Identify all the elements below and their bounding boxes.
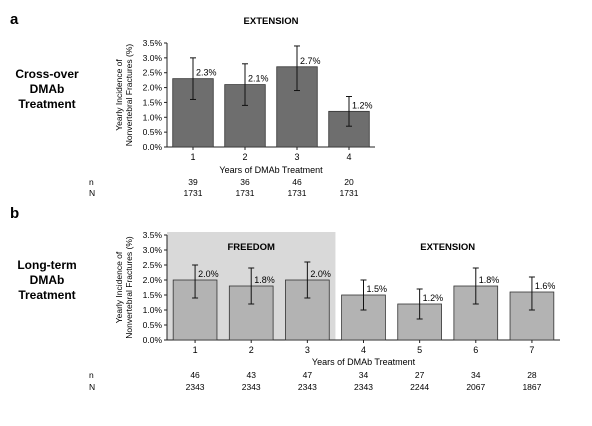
y-tick-label: 3.0%: [143, 245, 163, 255]
x-tick-label: 2: [242, 152, 247, 162]
row-label-line: Cross-over: [15, 67, 79, 81]
N-value: 1731: [236, 188, 255, 198]
N-row-label: N: [89, 382, 95, 392]
x-tick-label: 3: [305, 345, 310, 355]
n-value: 34: [359, 370, 369, 380]
y-tick-label: 3.5%: [143, 230, 163, 240]
row-label-line: Treatment: [18, 288, 75, 302]
value-label: 1.2%: [423, 293, 444, 303]
x-tick-label: 4: [361, 345, 366, 355]
panel-letter: a: [10, 11, 19, 28]
n-value: 20: [344, 177, 354, 187]
value-label: 1.5%: [367, 284, 388, 294]
x-axis-title: Years of DMAb Treatment: [312, 357, 416, 367]
n-value: 27: [415, 370, 425, 380]
n-value: 39: [188, 177, 198, 187]
n-value: 46: [292, 177, 302, 187]
n-value: 47: [303, 370, 313, 380]
N-value: 1731: [184, 188, 203, 198]
y-tick-label: 0.0%: [143, 142, 163, 152]
N-value: 2343: [354, 382, 373, 392]
x-tick-label: 3: [294, 152, 299, 162]
y-tick-label: 2.0%: [143, 275, 163, 285]
x-tick-label: 5: [417, 345, 422, 355]
x-axis-title: Years of DMAb Treatment: [219, 165, 323, 175]
phase-label-extension: EXTENSION: [420, 242, 475, 253]
x-tick-label: 4: [346, 152, 351, 162]
N-row-label: N: [89, 188, 95, 198]
y-tick-label: 0.5%: [143, 127, 163, 137]
x-tick-label: 2: [249, 345, 254, 355]
N-value: 2343: [186, 382, 205, 392]
n-value: 36: [240, 177, 250, 187]
y-tick-label: 2.5%: [143, 260, 163, 270]
value-label: 1.6%: [535, 281, 556, 291]
x-tick-label: 1: [193, 345, 198, 355]
phase-label-extension: EXTENSION: [244, 16, 299, 27]
N-value: 2244: [410, 382, 429, 392]
panel-letter: b: [10, 205, 19, 222]
y-tick-label: 2.0%: [143, 83, 163, 93]
value-label: 2.0%: [198, 269, 219, 279]
n-value: 34: [471, 370, 481, 380]
N-value: 2067: [466, 382, 485, 392]
x-tick-label: 7: [529, 345, 534, 355]
row-label-line: Long-term: [17, 258, 76, 272]
y-tick-label: 1.0%: [143, 112, 163, 122]
N-value: 1867: [522, 382, 541, 392]
value-label: 2.1%: [248, 74, 269, 84]
y-axis-title-line: Yearly Incidence of: [114, 251, 124, 323]
n-value: 28: [527, 370, 537, 380]
N-value: 2343: [298, 382, 317, 392]
y-axis-title-line: Nonvertebral Fractures (%): [124, 236, 134, 339]
x-tick-label: 1: [190, 152, 195, 162]
N-value: 1731: [340, 188, 359, 198]
n-value: 43: [246, 370, 256, 380]
x-tick-label: 6: [473, 345, 478, 355]
value-label: 2.7%: [300, 56, 321, 66]
y-tick-label: 3.5%: [143, 38, 163, 48]
n-value: 46: [190, 370, 200, 380]
value-label: 1.2%: [352, 100, 373, 110]
y-tick-label: 0.5%: [143, 320, 163, 330]
y-tick-label: 1.5%: [143, 97, 163, 107]
y-tick-label: 0.0%: [143, 335, 163, 345]
y-tick-label: 3.0%: [143, 53, 163, 63]
phase-label-freedom: FREEDOM: [227, 242, 275, 253]
value-label: 2.0%: [310, 269, 331, 279]
y-tick-label: 1.5%: [143, 290, 163, 300]
row-label-line: DMAb: [30, 273, 65, 287]
y-axis-title-line: Nonvertebral Fractures (%): [124, 44, 134, 147]
y-axis-title-line: Yearly Incidence of: [114, 59, 124, 131]
row-label-line: Treatment: [18, 97, 75, 111]
n-row-label: n: [89, 370, 94, 380]
row-label-line: DMAb: [30, 82, 65, 96]
value-label: 2.3%: [196, 68, 217, 78]
N-value: 2343: [242, 382, 261, 392]
N-value: 1731: [288, 188, 307, 198]
value-label: 1.8%: [254, 275, 275, 285]
y-tick-label: 1.0%: [143, 305, 163, 315]
value-label: 1.8%: [479, 275, 500, 285]
y-tick-label: 2.5%: [143, 68, 163, 78]
n-row-label: n: [89, 177, 94, 187]
